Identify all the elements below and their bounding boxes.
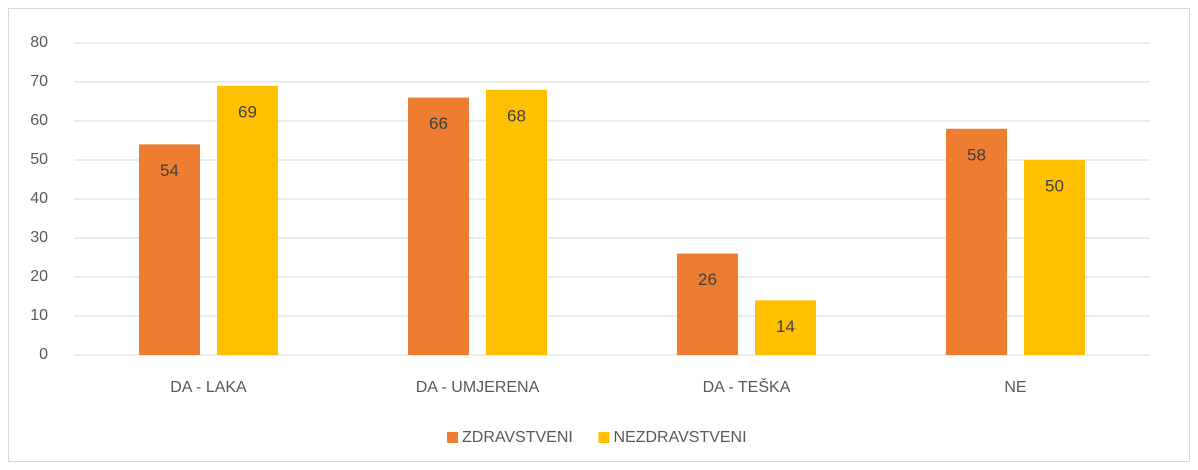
x-tick-label: DA - LAKA [170, 379, 247, 396]
y-tick-label: 30 [30, 229, 48, 246]
y-tick-label: 20 [30, 268, 48, 285]
value-label: 69 [238, 102, 257, 121]
y-tick-label: 60 [30, 112, 48, 129]
value-label: 50 [1045, 176, 1064, 195]
y-tick-label: 10 [30, 307, 48, 324]
value-label: 26 [698, 270, 717, 289]
bar [1024, 160, 1085, 355]
legend-swatch [447, 432, 458, 443]
bar [408, 97, 469, 355]
x-tick-label: DA - TEŠKA [703, 377, 791, 396]
bar [677, 253, 738, 355]
value-label: 14 [776, 317, 795, 336]
y-tick-label: 0 [39, 346, 48, 363]
bar [217, 85, 278, 356]
legend-label: NEZDRAVSTVENI [614, 429, 747, 446]
y-tick-label: 50 [30, 151, 48, 168]
value-label: 68 [507, 106, 526, 125]
x-tick-label: NE [1004, 379, 1026, 396]
x-tick-label: DA - UMJERENA [416, 379, 540, 396]
bar [486, 89, 547, 356]
legend-swatch [598, 432, 610, 443]
bar [139, 144, 200, 355]
bar [946, 128, 1007, 355]
y-tick-label: 40 [30, 190, 48, 207]
value-label: 66 [429, 114, 448, 133]
bar [755, 300, 816, 355]
y-tick-label: 80 [30, 34, 48, 51]
value-label: 58 [967, 145, 986, 164]
legend-label: ZDRAVSTVENI [462, 429, 573, 446]
value-label: 54 [160, 161, 179, 180]
y-tick-label: 70 [30, 73, 48, 90]
